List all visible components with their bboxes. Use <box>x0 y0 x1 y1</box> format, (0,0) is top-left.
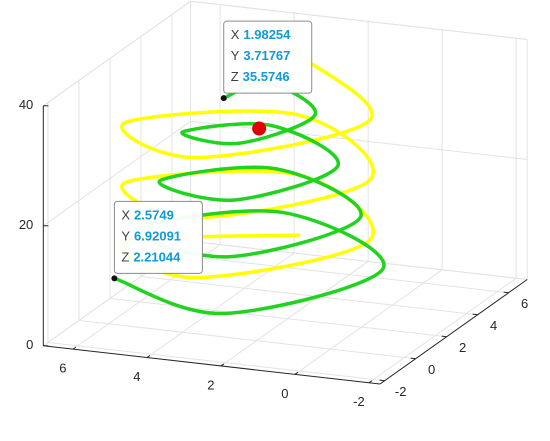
x-tick-label: 0 <box>428 362 435 377</box>
grid-line <box>109 58 447 338</box>
y-tick-label: 6 <box>59 361 66 376</box>
helix-line <box>112 80 386 316</box>
datatip-row: Y 3.71767 <box>231 49 291 64</box>
datatip-row: Y 6.92091 <box>121 229 181 244</box>
datatip-label: Z <box>121 250 129 265</box>
x-tick <box>472 313 478 316</box>
datatip-row: X 1.98254 <box>231 28 291 43</box>
z-tick-label: 0 <box>26 337 33 352</box>
datatip-box <box>223 20 313 94</box>
y-tick-label: 0 <box>281 386 288 401</box>
grid-line <box>43 120 528 227</box>
z-tick-label: 20 <box>19 217 33 232</box>
y-tick <box>72 346 77 350</box>
datatip-label: Y <box>231 49 240 64</box>
grid-line <box>43 0 528 107</box>
y-tick <box>294 371 299 375</box>
x-tick-label: 4 <box>490 318 497 333</box>
datatip-value: 3.71767 <box>243 49 290 64</box>
datatip-value: 1.98254 <box>243 28 291 43</box>
datatip-label: X <box>121 208 130 223</box>
grid-line <box>171 14 509 294</box>
y-tick <box>220 363 225 367</box>
x-tick-label: 2 <box>459 340 466 355</box>
datatip-value: 2.21044 <box>133 250 181 265</box>
z-tick-label: 40 <box>19 97 33 112</box>
y-tick-label: -2 <box>353 394 365 409</box>
datatip-value: 6.92091 <box>134 229 181 244</box>
x-tick <box>379 379 385 382</box>
marker <box>252 121 267 136</box>
datatip-row: X 2.5749 <box>121 208 173 223</box>
x-tick <box>410 357 416 360</box>
x-tick <box>503 291 509 294</box>
datatip: X 2.5749 Y 6.92091 Z 2.21044 <box>113 200 203 274</box>
x-tick <box>441 335 447 338</box>
datatip-row: Z 2.21044 <box>121 250 181 265</box>
x-tick-label: 6 <box>521 296 528 311</box>
datatip-marker <box>220 95 227 102</box>
y-tick <box>146 355 151 358</box>
x-tick-label: -2 <box>395 384 407 399</box>
datatip-row: Z 35.5746 <box>231 70 290 85</box>
datatip-box <box>113 200 203 274</box>
datatip-value: 35.5746 <box>243 70 290 85</box>
y-tick-label: 2 <box>207 377 214 392</box>
y-tick-label: 4 <box>133 369 140 384</box>
datatip-label: X <box>231 28 240 43</box>
datatip-label: Y <box>121 229 130 244</box>
datatip-marker <box>111 275 118 282</box>
datatip-label: Z <box>231 70 239 85</box>
x-axis <box>379 279 528 385</box>
y-axis <box>43 345 381 385</box>
datatip-value: 2.5749 <box>134 208 174 223</box>
y-tick <box>368 380 373 384</box>
